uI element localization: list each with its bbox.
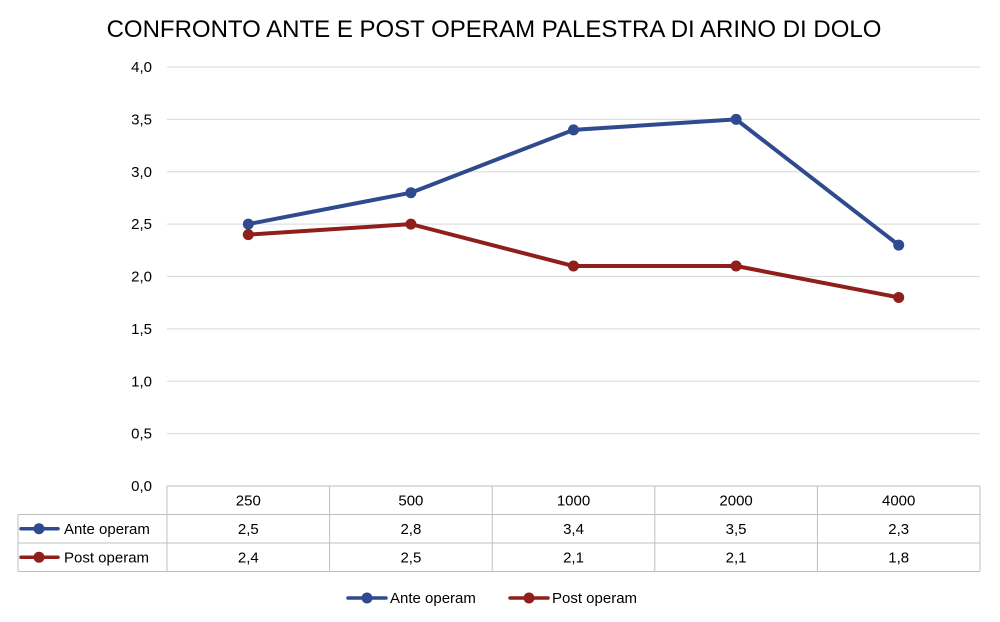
legend-label: Ante operam bbox=[390, 590, 476, 607]
table-series-key-marker bbox=[33, 523, 45, 535]
table-cell-value: 2,3 bbox=[888, 521, 909, 538]
y-tick-label: 2,0 bbox=[131, 269, 152, 286]
table-series-key-marker bbox=[33, 551, 45, 563]
data-point bbox=[568, 124, 579, 136]
chart-title: CONFRONTO ANTE E POST OPERAM PALESTRA DI… bbox=[107, 16, 882, 43]
gridlines bbox=[167, 66, 980, 435]
y-axis-ticks: 0,0 0,5 1,0 1,5 2,0 2,5 3,0 3,5 4,0 bbox=[131, 59, 152, 495]
table-series-name: Ante operam bbox=[64, 521, 150, 538]
table-cell-value: 1,8 bbox=[888, 549, 909, 566]
table-cell-value: 3,5 bbox=[726, 521, 747, 538]
series-line bbox=[246, 117, 901, 248]
legend-label: Post operam bbox=[552, 590, 637, 607]
y-tick-label: 1,0 bbox=[131, 373, 152, 390]
y-tick-label: 0,5 bbox=[131, 426, 152, 443]
y-tick-label: 4,0 bbox=[131, 59, 152, 76]
y-tick-label: 0,0 bbox=[131, 478, 152, 495]
data-point bbox=[568, 260, 579, 272]
data-point bbox=[405, 218, 417, 230]
data-point bbox=[242, 229, 254, 241]
table-cell-value: 2,8 bbox=[400, 521, 421, 538]
y-tick-label: 3,5 bbox=[131, 111, 152, 128]
y-tick-label: 1,5 bbox=[131, 321, 152, 338]
data-point bbox=[893, 239, 905, 251]
legend: Ante operam Post operam bbox=[346, 590, 637, 607]
data-point bbox=[730, 113, 742, 125]
table-cell-value: 2,4 bbox=[238, 549, 259, 566]
x-category-label: 4000 bbox=[882, 492, 915, 509]
table-series-name: Post operam bbox=[64, 549, 149, 566]
legend-key-marker bbox=[523, 592, 535, 604]
legend-key-marker bbox=[361, 592, 373, 604]
x-category-label: 250 bbox=[236, 492, 261, 509]
table-cell-value: 2,5 bbox=[400, 549, 421, 566]
data-point bbox=[893, 291, 905, 303]
table-cell-value: 2,5 bbox=[238, 521, 259, 538]
y-tick-label: 3,0 bbox=[131, 164, 152, 181]
x-category-label: 2000 bbox=[719, 492, 752, 509]
series-lines bbox=[242, 113, 905, 303]
data-table: 250 500 1000 2000 4000 Ante operam 2,5 2,8 3,4 3,… bbox=[17, 485, 981, 572]
y-tick-label: 2,5 bbox=[131, 216, 152, 233]
table-cell-value: 2,1 bbox=[726, 549, 747, 566]
data-point bbox=[730, 260, 742, 272]
data-point bbox=[405, 187, 417, 199]
table-cell-value: 2,1 bbox=[563, 549, 584, 566]
data-point bbox=[242, 218, 254, 230]
x-category-label: 500 bbox=[398, 492, 423, 509]
x-category-label: 1000 bbox=[557, 492, 590, 509]
table-cell-value: 3,4 bbox=[563, 521, 584, 538]
